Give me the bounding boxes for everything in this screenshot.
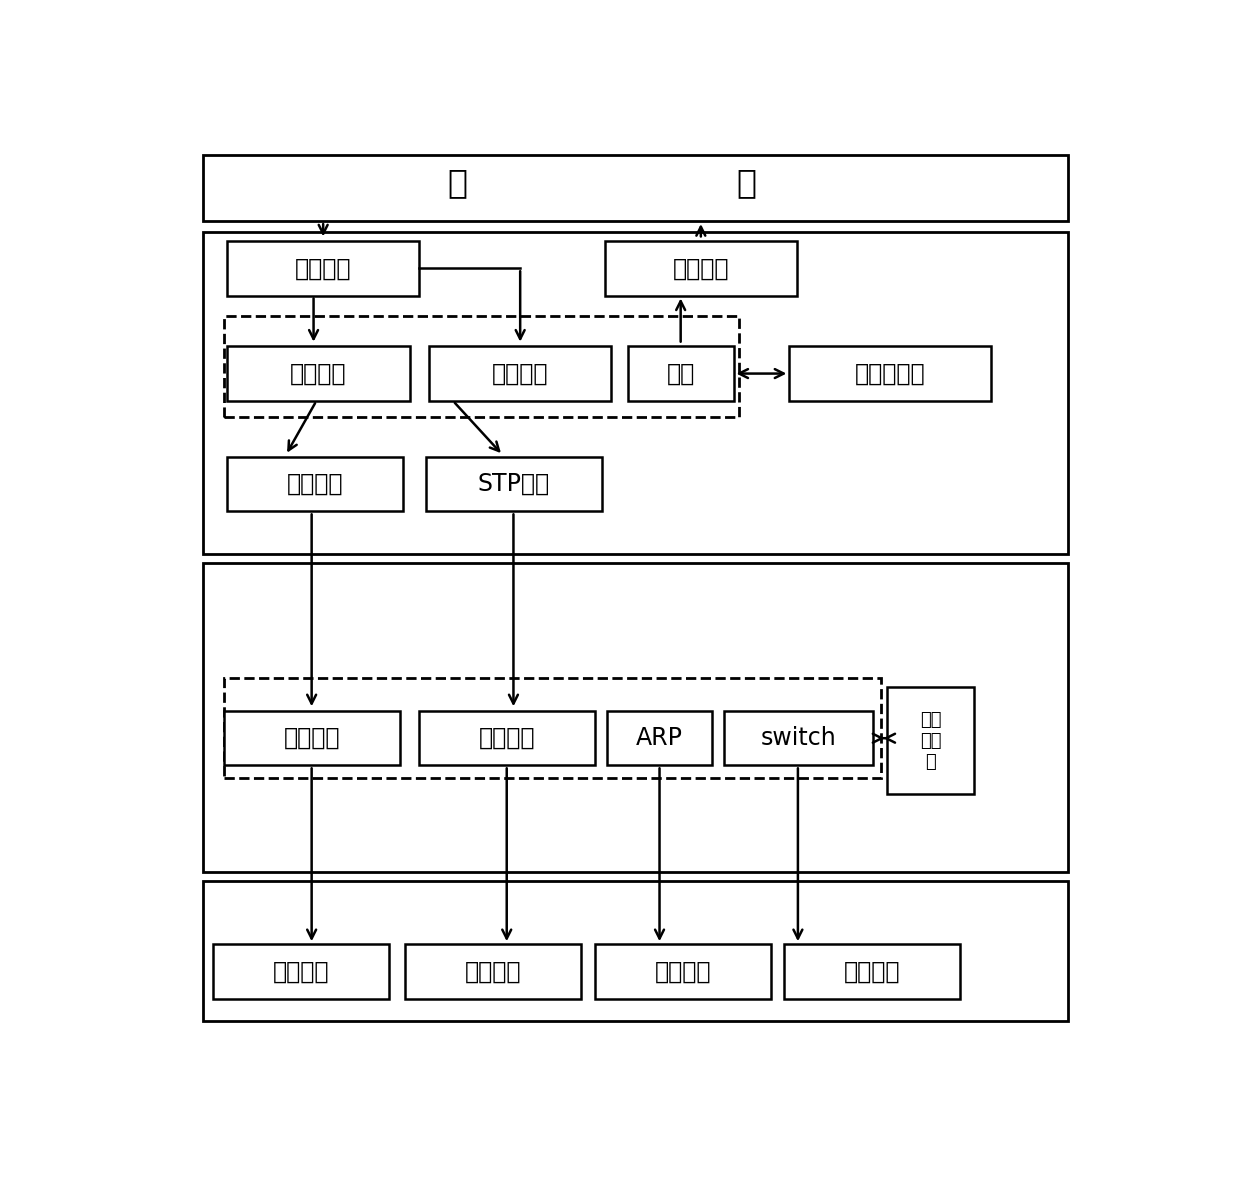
Bar — [724, 712, 873, 766]
Bar — [606, 712, 712, 766]
Bar — [203, 881, 1068, 1021]
Bar — [203, 232, 1068, 554]
Text: 转发单元: 转发单元 — [655, 959, 712, 984]
Text: 任务上传: 任务上传 — [672, 257, 729, 280]
Text: 网: 网 — [448, 166, 467, 199]
Bar — [427, 457, 601, 511]
Text: 管: 管 — [737, 166, 756, 199]
Bar — [429, 346, 611, 401]
Bar — [785, 944, 960, 999]
Bar — [224, 679, 880, 779]
Text: 告警: 告警 — [667, 362, 694, 385]
Bar — [227, 241, 419, 296]
Text: 二层防环: 二层防环 — [479, 726, 536, 750]
Text: ARP: ARP — [636, 726, 683, 750]
Bar — [888, 688, 973, 794]
Text: 转发单元: 转发单元 — [273, 959, 329, 984]
Text: 转发单元: 转发单元 — [465, 959, 521, 984]
Bar — [404, 944, 580, 999]
Text: 任务执行: 任务执行 — [286, 472, 343, 496]
Bar — [227, 346, 409, 401]
Text: 链路保护: 链路保护 — [492, 362, 548, 385]
Text: STP设置: STP设置 — [477, 472, 551, 496]
Text: switch: switch — [760, 726, 836, 750]
Text: 二级
数据
库: 二级 数据 库 — [920, 712, 941, 770]
Text: 一级数据库: 一级数据库 — [854, 362, 925, 385]
Bar — [627, 346, 734, 401]
Bar — [224, 712, 401, 766]
Bar — [227, 457, 403, 511]
Text: 任务分析: 任务分析 — [290, 362, 347, 385]
Text: 任务执行: 任务执行 — [284, 726, 340, 750]
Text: 转发单元: 转发单元 — [844, 959, 900, 984]
Bar — [213, 944, 388, 999]
Bar — [203, 563, 1068, 872]
Bar — [419, 712, 595, 766]
Bar — [789, 346, 991, 401]
Bar — [203, 155, 1068, 221]
Bar — [605, 241, 797, 296]
Text: 任务接收: 任务接收 — [295, 257, 351, 280]
Bar — [595, 944, 771, 999]
Bar — [224, 316, 739, 417]
